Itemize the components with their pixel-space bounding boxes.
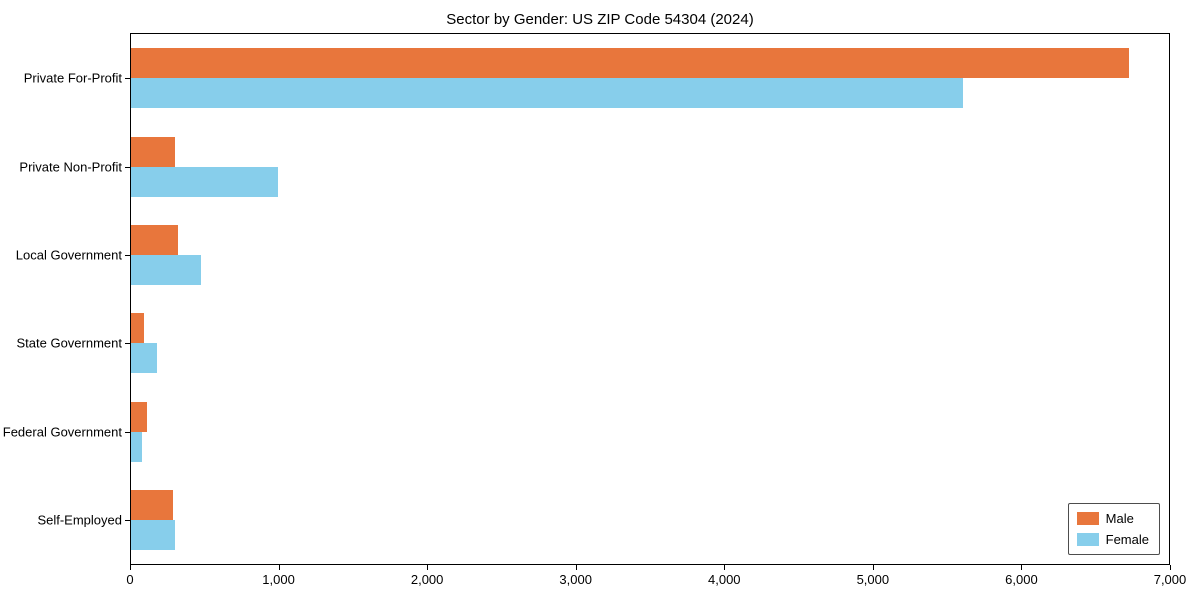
legend-label-male: Male xyxy=(1105,511,1134,526)
bar-male-4 xyxy=(131,401,148,432)
x-axis-tick xyxy=(427,565,429,570)
x-axis-tick xyxy=(724,565,726,570)
bar-female-4 xyxy=(131,431,143,462)
y-axis-tick xyxy=(125,78,130,80)
bar-female-1 xyxy=(131,166,278,197)
x-axis-tick xyxy=(1170,565,1171,570)
y-tick-label: Private Non-Profit xyxy=(19,159,122,174)
y-tick-label: Private For-Profit xyxy=(23,70,122,86)
x-tick-label: 4,000 xyxy=(708,572,741,587)
chart-title: Sector by Gender: US ZIP Code 54304 (202… xyxy=(446,11,754,28)
bar-female-0 xyxy=(131,78,963,109)
y-axis-tick xyxy=(125,254,130,256)
x-tick-label: 5,000 xyxy=(856,572,890,587)
legend-item-male: Male xyxy=(1076,511,1149,526)
y-axis-tick xyxy=(125,343,130,345)
female-series-swatch xyxy=(1076,533,1099,546)
y-axis-tick xyxy=(125,519,130,521)
y-axis-tick xyxy=(125,166,130,168)
x-tick-label: 6,000 xyxy=(1005,572,1038,587)
bar-male-5 xyxy=(131,489,173,520)
x-tick-label: 0 xyxy=(126,572,134,587)
y-tick-label: Federal Government xyxy=(2,424,122,439)
x-axis-tick xyxy=(130,565,131,570)
bar-female-2 xyxy=(131,254,201,285)
x-tick-label: 3,000 xyxy=(559,572,592,587)
bar-male-1 xyxy=(131,136,176,167)
plot-area: Male Female xyxy=(130,33,1170,565)
x-tick-label: 7,000 xyxy=(1153,572,1187,587)
x-axis-tick xyxy=(872,565,874,570)
x-axis-tick xyxy=(278,565,280,570)
x-tick-label: 2,000 xyxy=(410,572,444,587)
bar-male-0 xyxy=(131,48,1129,79)
x-axis-tick xyxy=(1021,565,1023,570)
y-tick-label: Local Government xyxy=(15,247,122,263)
bar-male-2 xyxy=(131,224,179,255)
x-tick-label: 1,000 xyxy=(262,572,295,587)
y-tick-label: State Government xyxy=(16,335,123,351)
x-axis-tick xyxy=(575,565,577,570)
legend: Male Female xyxy=(1067,503,1160,555)
y-axis-tick xyxy=(125,431,130,433)
male-series-swatch xyxy=(1076,512,1099,525)
y-tick-label: Self-Employed xyxy=(37,512,122,528)
bar-female-5 xyxy=(131,519,176,550)
legend-label-female: Female xyxy=(1105,532,1149,547)
bar-male-3 xyxy=(131,313,145,344)
bar-female-3 xyxy=(131,343,157,374)
legend-item-female: Female xyxy=(1076,532,1149,547)
